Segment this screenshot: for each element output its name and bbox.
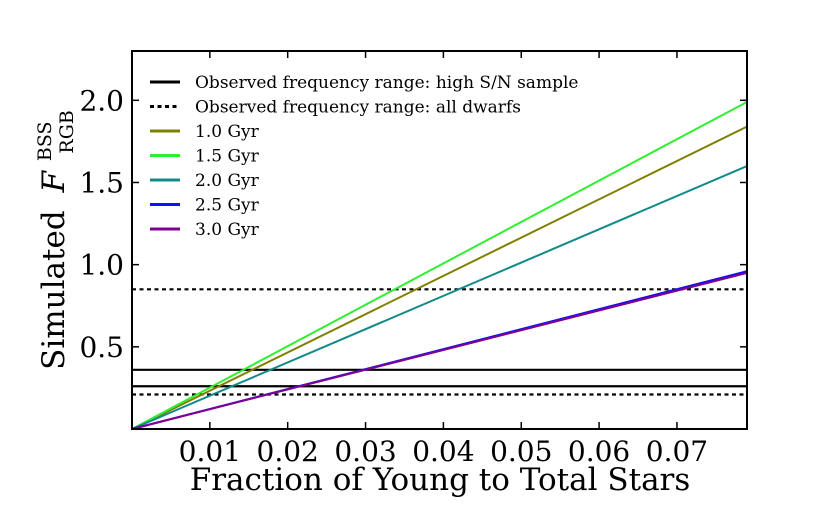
y-axis-label-symbol: F [36, 169, 72, 193]
y-tick-label: 0.5 [79, 331, 124, 364]
y-tick-label: 1.5 [79, 166, 124, 199]
y-axis-label-text: Simulated [36, 210, 72, 370]
legend-label: 2.5 Gyr [195, 196, 260, 216]
x-tick-label: 0.01 [179, 435, 241, 468]
y-axis-label: Simulated F BSS RGB [23, 110, 78, 370]
lines-layer [131, 101, 748, 430]
y-axis-label-subscript: RGB [56, 110, 78, 153]
legend-label: Observed frequency range: high S/N sampl… [195, 73, 578, 93]
series-line-1-5-gyr [131, 101, 748, 430]
ticks-layer: 0.01 0.02 0.03 0.04 0.05 0.06 0.07 0.5 1.0 1.5 2.0 [79, 51, 747, 468]
y-tick-label: 2.0 [79, 84, 124, 117]
series-line-2-0-gyr [131, 165, 748, 430]
x-tick-label: 0.05 [490, 435, 552, 468]
legend-label: 1.5 Gyr [195, 147, 260, 167]
legend-label: Observed frequency range: all dwarfs [195, 98, 521, 118]
legend: Observed frequency range: high S/N sampl… [150, 73, 578, 240]
x-axis-label: Fraction of Young to Total Stars [190, 462, 691, 498]
y-tick-label: 1.0 [79, 249, 124, 282]
x-tick-label: 0.03 [334, 435, 396, 468]
legend-label: 1.0 Gyr [195, 122, 260, 142]
series-line-1-0-gyr [131, 125, 748, 430]
svg-text:Simulated F BSS: Simulated F BSS RGB [23, 110, 78, 370]
series-line-3-0-gyr [131, 271, 748, 430]
plot-frame [131, 50, 748, 430]
x-tick-label: 0.04 [412, 435, 474, 468]
legend-label: 3.0 Gyr [195, 220, 260, 240]
legend-label: 2.0 Gyr [195, 171, 260, 191]
x-tick-label: 0.06 [568, 435, 630, 468]
x-tick-label: 0.07 [646, 435, 708, 468]
y-axis-label-superscript: BSS [34, 121, 56, 161]
x-tick-label: 0.02 [257, 435, 319, 468]
